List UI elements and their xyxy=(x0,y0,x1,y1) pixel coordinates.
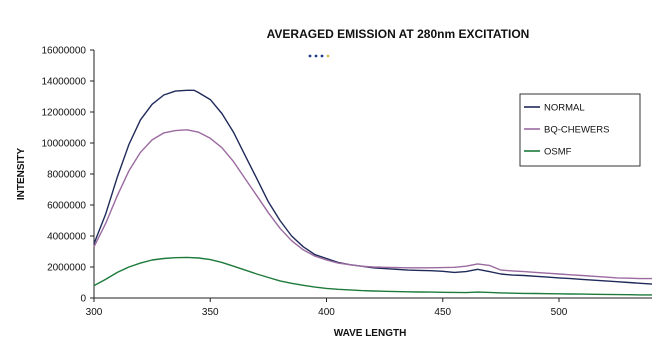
legend-label-bq-chewers: BQ-CHEWERS xyxy=(544,125,609,136)
legend-label-normal: NORMAL xyxy=(544,103,585,114)
plot-area: 0 2000000 4000000 6000000 8000000 10000000 120… xyxy=(42,46,652,318)
y-tick-label: 12000000 xyxy=(42,108,87,119)
y-tick-label: 14000000 xyxy=(42,77,87,88)
x-tick-label: 500 xyxy=(551,307,568,318)
legend-label-osmf: OSMF xyxy=(544,147,572,158)
x-axis-title: WAVE LENGTH xyxy=(334,328,407,339)
x-tick-label: 300 xyxy=(86,307,103,318)
y-tick-label: 16000000 xyxy=(42,46,87,57)
x-tick-label: 350 xyxy=(202,307,219,318)
y-axis-title: INTENSITY xyxy=(16,148,27,201)
series-line-bq-chewers xyxy=(93,129,652,280)
decorative-dots xyxy=(308,54,330,58)
y-tick-label: 2000000 xyxy=(47,263,86,274)
y-tick-label: 8000000 xyxy=(47,170,86,181)
x-tick-label: 450 xyxy=(434,307,451,318)
legend: NORMAL BQ-CHEWERS OSMF xyxy=(519,93,641,167)
x-tick-label: 400 xyxy=(318,307,335,318)
legend-box xyxy=(519,93,641,167)
y-tick-label: 10000000 xyxy=(42,139,87,150)
y-tick-label: 4000000 xyxy=(47,232,86,243)
chart-title: AVERAGED EMISSION AT 280nm EXCITATION xyxy=(267,27,530,41)
series-line-osmf xyxy=(93,256,652,296)
y-tick-label: 0 xyxy=(80,294,86,305)
y-tick-label: 6000000 xyxy=(47,201,86,212)
